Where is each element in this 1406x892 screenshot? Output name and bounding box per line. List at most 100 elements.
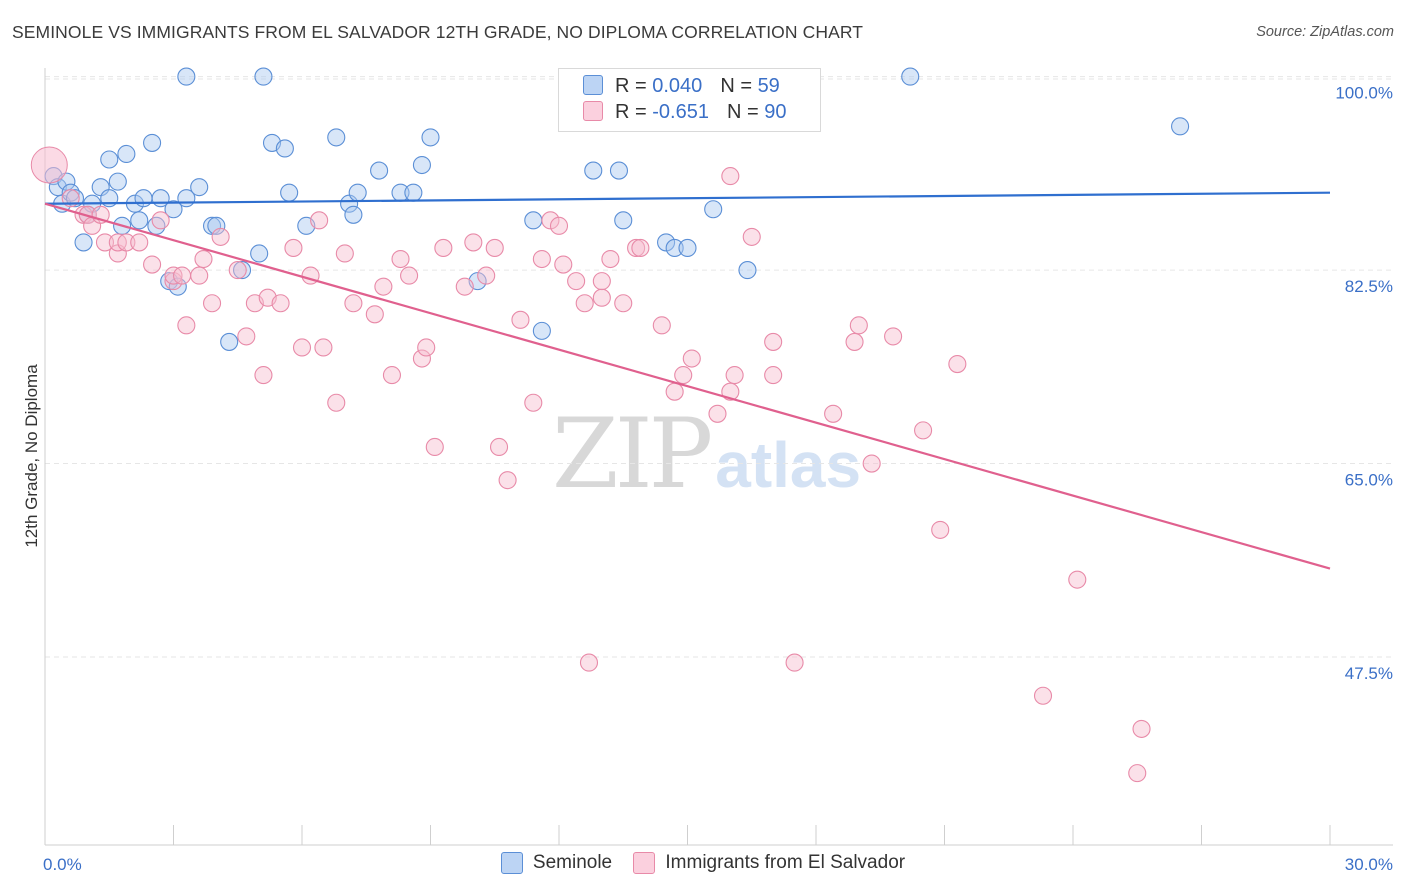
salvador-point (532, 249, 551, 269)
axes (44, 68, 1393, 846)
stats-legend: R = 0.040 N = 59 R = -0.651 N = 90 (558, 68, 821, 132)
salvador-point (948, 354, 967, 374)
series-legend: Seminole Immigrants from El Salvador (0, 852, 1406, 880)
seminole-point (74, 233, 93, 252)
y-tick-label: 65.0% (1345, 471, 1393, 490)
seminole-point (412, 155, 431, 175)
salvador-point (477, 266, 496, 285)
salvador-point (228, 261, 247, 280)
seminole-point (678, 238, 697, 258)
salvador-point (652, 316, 671, 335)
seminole-point (207, 216, 226, 235)
seminole-point (275, 139, 294, 158)
legend-n-value-seminole: 59 (757, 75, 780, 97)
salvador-point (425, 437, 444, 457)
salvador-point (764, 332, 783, 351)
seminole-point (190, 178, 209, 197)
salvador-point (203, 294, 222, 313)
legend-swatch-seminole (583, 75, 603, 95)
seminole-point (348, 183, 367, 202)
salvador-point (592, 272, 611, 291)
watermark-zip: ZIP (552, 398, 713, 510)
tick-labels: 47.5% 65.0% 82.5% 100.0% 0.0% 30.0% 12th Grade… (22, 84, 1393, 874)
salvador-point (721, 167, 740, 186)
salvador-point (143, 255, 162, 274)
salvador-point (1068, 570, 1087, 589)
salvador-point (682, 349, 701, 368)
salvador-trend-line (44, 202, 1331, 570)
salvador-point (884, 327, 903, 346)
legend-r-value-salvador: -0.651 (652, 101, 709, 123)
seminole-point (404, 183, 423, 202)
salvador-point (764, 366, 783, 385)
salvador-point (464, 233, 483, 252)
salvador-point (511, 310, 530, 329)
seminole-point (609, 161, 629, 180)
salvador-point (314, 338, 333, 357)
legend-n-value-salvador: 90 (764, 101, 787, 123)
salvador-point (862, 454, 881, 473)
salvador-point (344, 294, 363, 313)
seminole-point (532, 321, 551, 340)
seminole-point (665, 238, 684, 258)
salvador-point (567, 272, 586, 291)
y-tick-label: 100.0% (1335, 84, 1393, 103)
seminole-point (421, 128, 440, 147)
y-tick-label: 82.5% (1345, 277, 1393, 296)
salvador-point (151, 211, 170, 230)
salvador-point (554, 255, 573, 274)
seminole-point (327, 128, 346, 147)
seminole-point (614, 211, 633, 230)
legend-item-salvador: Immigrants from El Salvador (633, 852, 905, 874)
source-label: Source: ZipAtlas.com (1256, 24, 1394, 40)
seminole-point (524, 211, 543, 230)
salvador-point (130, 233, 149, 252)
seminole-point (704, 200, 723, 219)
salvador-point (417, 338, 436, 357)
salvador-point (254, 366, 273, 385)
salvador-point (725, 366, 744, 385)
salvador-point (173, 266, 192, 285)
salvador-point (489, 437, 509, 457)
legend-item-seminole: Seminole (500, 852, 613, 874)
salvador-point (601, 249, 620, 269)
salvador-point (95, 233, 115, 252)
seminole-point (280, 183, 299, 202)
legend-swatch-seminole (500, 852, 523, 874)
seminole-point (901, 67, 920, 86)
salvador-point (382, 366, 402, 385)
salvador-point (785, 653, 804, 672)
salvador-point (374, 277, 393, 296)
salvador-point (117, 233, 136, 252)
salvador-point (541, 211, 560, 230)
legend-r-value-seminole: 0.040 (652, 75, 703, 97)
salvador-point (845, 332, 864, 351)
legend-n-label: N = (720, 75, 752, 97)
y-axis-label: 12th Grade, No Diploma (22, 364, 41, 548)
seminole-point (738, 261, 757, 280)
seminole-point (657, 233, 676, 252)
salvador-point (721, 382, 740, 401)
seminole-point (1171, 117, 1190, 136)
seminole-point (584, 161, 603, 180)
trend-lines (44, 191, 1331, 570)
grid-lines (45, 76, 1393, 658)
legend-r-label: R = (615, 101, 647, 123)
salvador-point (284, 238, 303, 258)
salvador-point (579, 653, 599, 672)
legend-row-salvador: R = -0.651 N = 90 (583, 101, 786, 125)
salvador-point (524, 393, 543, 412)
chart-title: SEMINOLE VS IMMIGRANTS FROM EL SALVADOR … (12, 22, 864, 42)
salvador-point (708, 404, 727, 423)
salvador-points (30, 146, 1151, 783)
salvador-point (164, 272, 183, 291)
salvador-point (1128, 764, 1147, 783)
seminole-point (370, 161, 389, 180)
seminole-point (177, 67, 196, 86)
legend-label-seminole: Seminole (532, 852, 613, 873)
salvador-point (631, 238, 650, 258)
salvador-point (849, 316, 868, 335)
legend-r-label: R = (615, 75, 647, 97)
salvador-point (400, 266, 419, 285)
